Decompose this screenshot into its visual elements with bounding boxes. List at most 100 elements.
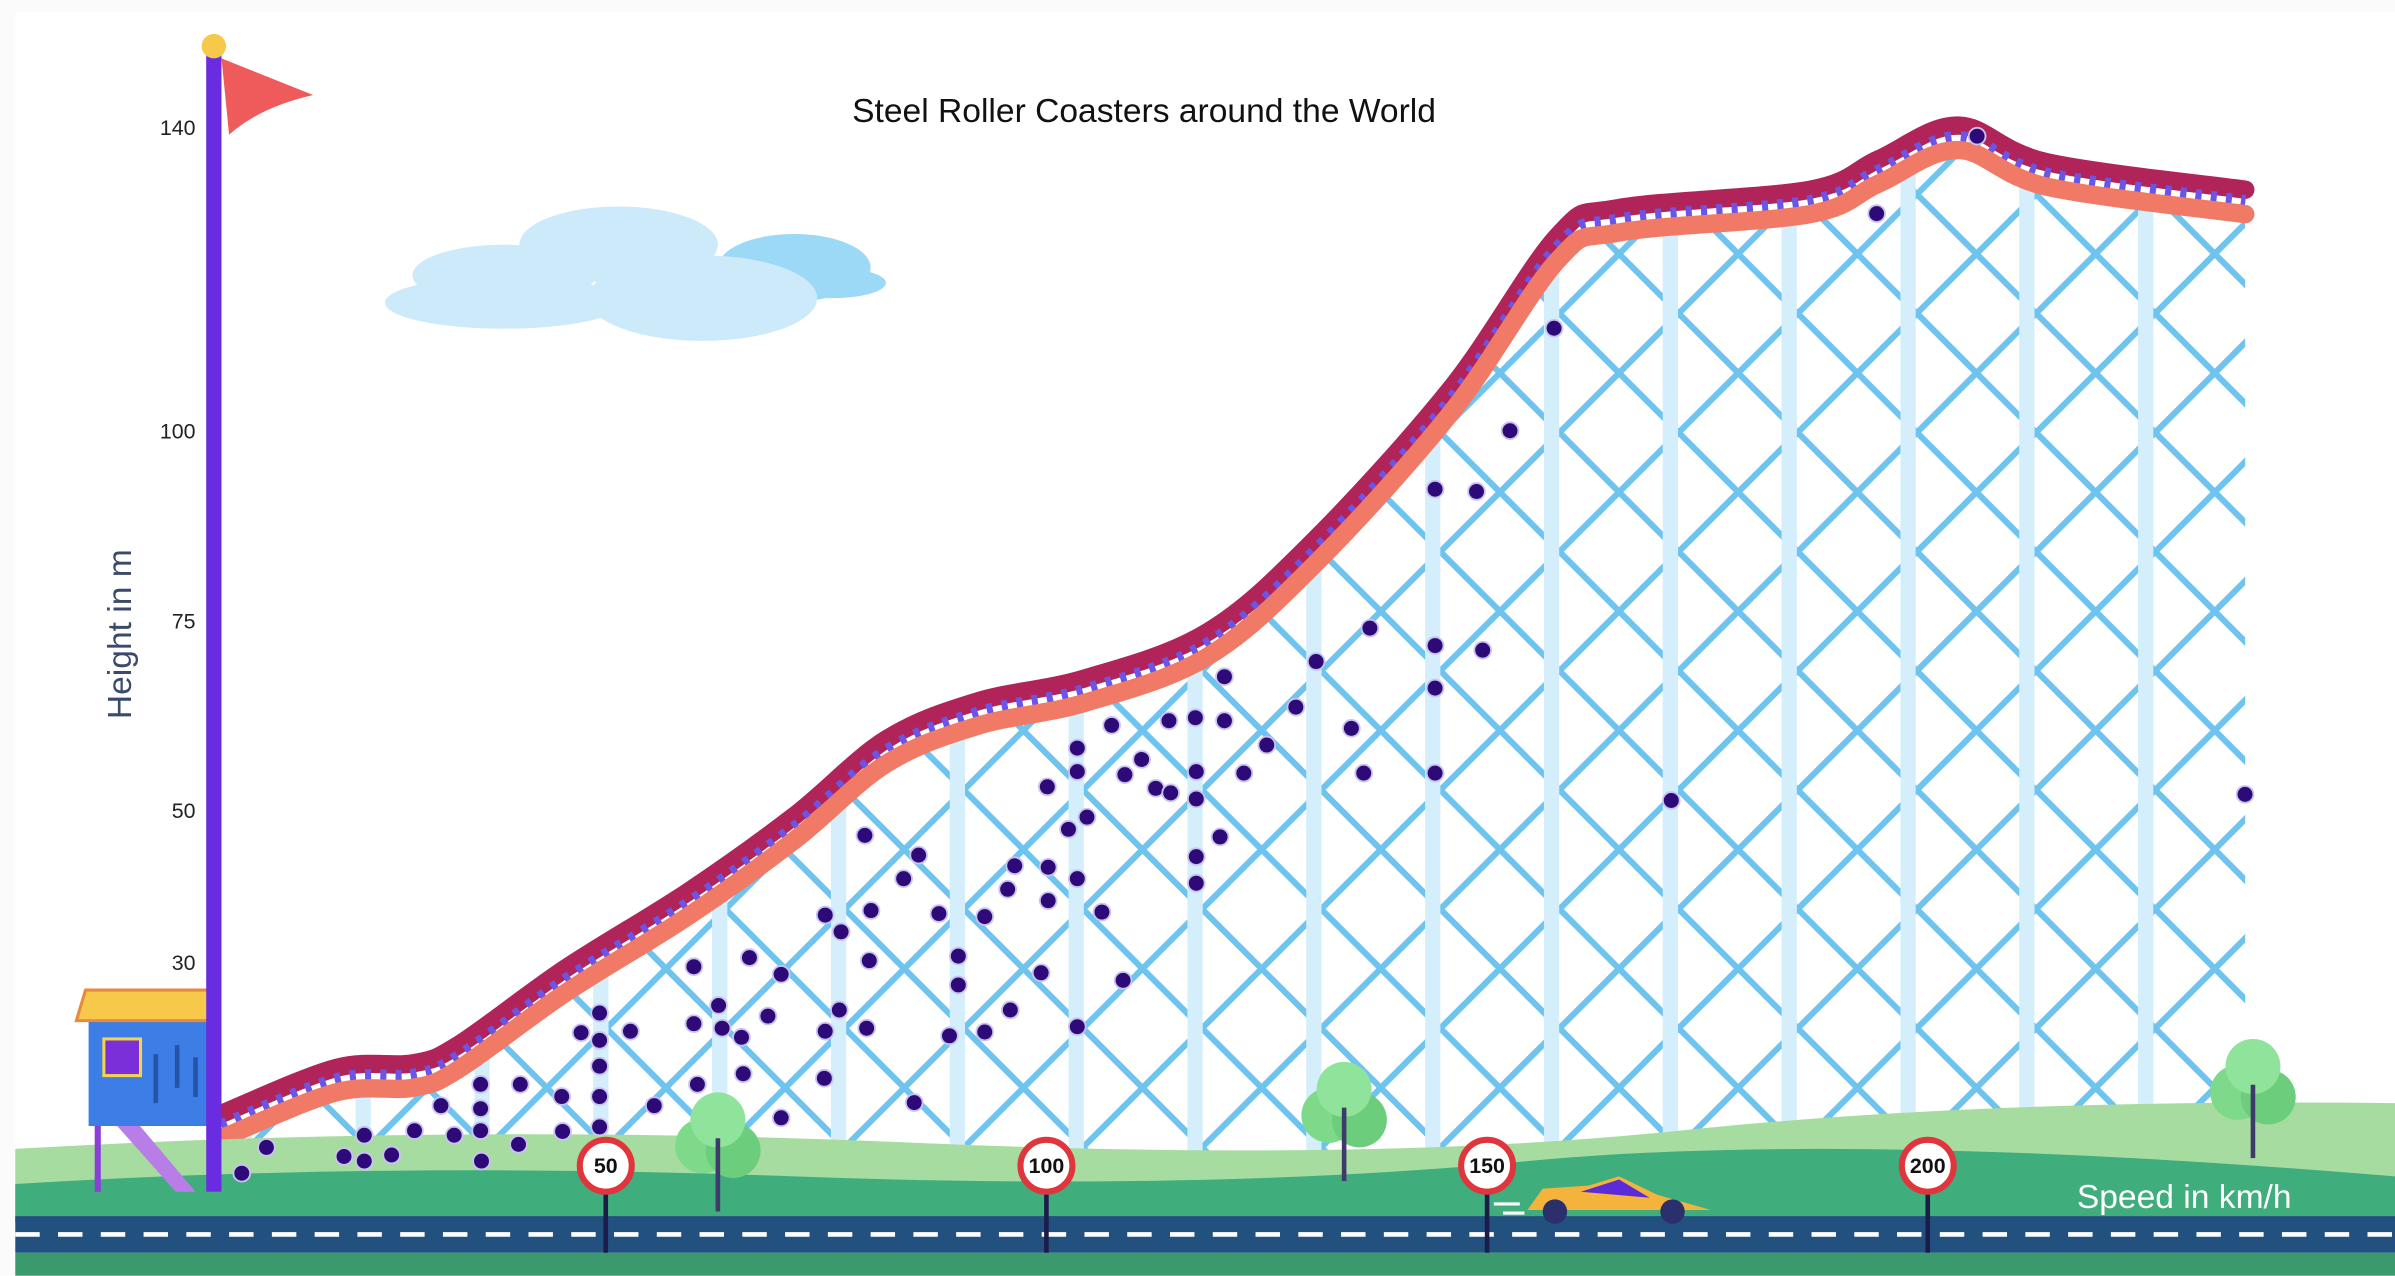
point (894, 869, 913, 888)
grass (15, 1148, 2395, 1223)
lattice-pillar (1543, 149, 1560, 1223)
point (2235, 785, 2255, 804)
point (1354, 763, 1374, 783)
point (354, 1125, 374, 1145)
point (1425, 636, 1445, 655)
point (257, 1138, 276, 1157)
point (929, 904, 949, 923)
point (1186, 708, 1205, 728)
point (1425, 763, 1445, 783)
point (733, 1064, 753, 1084)
track-rail-top (212, 116, 2255, 1123)
point (382, 1145, 401, 1165)
point (1159, 711, 1179, 731)
point (553, 1122, 572, 1141)
point (1037, 777, 1057, 797)
point (590, 1087, 609, 1106)
y-axis-title: Height in m (102, 549, 139, 719)
tree-crown (1316, 1061, 1372, 1117)
point (1867, 204, 1886, 223)
point (232, 1163, 252, 1183)
point (758, 1006, 778, 1026)
point (712, 1018, 732, 1038)
point (771, 964, 791, 984)
point (855, 826, 875, 845)
lattice-brace (1959, 149, 2246, 1223)
point (1067, 1017, 1087, 1037)
point (857, 1018, 876, 1038)
point (1544, 318, 1564, 338)
verge (15, 1252, 2395, 1276)
point (709, 996, 728, 1015)
tree-crown (2225, 1038, 2281, 1094)
point (1077, 807, 1097, 827)
track-ties (218, 130, 2247, 1133)
point (1360, 618, 1380, 638)
point (1342, 719, 1361, 738)
points (232, 126, 2255, 1183)
lattice-pillar (1900, 149, 1916, 1223)
point (1186, 847, 1206, 866)
race-car (1493, 1176, 1711, 1224)
point (1306, 652, 1326, 671)
point (859, 951, 879, 970)
x-tick-label: 200 (1910, 1154, 1946, 1178)
point (354, 1151, 374, 1171)
point (815, 1068, 834, 1088)
lattice-pillar (2019, 149, 2035, 1223)
lattice-pillar (1781, 149, 1797, 1223)
point (771, 1108, 791, 1128)
point (1005, 856, 1025, 876)
point (644, 1096, 664, 1115)
point (1210, 827, 1230, 847)
point (1186, 789, 1206, 809)
point (1102, 715, 1121, 735)
x-tick-label: 150 (1469, 1154, 1505, 1178)
x-tick-sign (1017, 1136, 1076, 1195)
point (590, 1117, 609, 1137)
track (212, 116, 2255, 1148)
lattice-brace (1839, 149, 2246, 1223)
x-tick-sign (576, 1136, 635, 1195)
point (831, 922, 851, 942)
point (904, 1093, 924, 1112)
y-tick-label: 75 (172, 609, 196, 633)
x-tick-label: 100 (1029, 1154, 1065, 1178)
point (471, 1121, 490, 1141)
point (1092, 902, 1112, 922)
chart-title: Steel Roller Coasters around the World (852, 93, 1436, 130)
point (1038, 891, 1058, 910)
point (948, 946, 968, 966)
point (1215, 711, 1234, 731)
point (571, 1023, 591, 1043)
point (334, 1147, 354, 1166)
point (472, 1151, 491, 1171)
point (590, 1031, 609, 1050)
point (1132, 750, 1151, 769)
point (1067, 738, 1087, 758)
point (909, 845, 928, 865)
point (688, 1075, 707, 1094)
x-tick-label: 50 (594, 1154, 618, 1178)
point (1257, 735, 1277, 755)
lattice-brace (1839, 149, 2246, 1223)
booth (74, 988, 216, 1192)
lattice-pillar (2138, 149, 2154, 1223)
point (684, 957, 704, 977)
point (590, 1056, 609, 1076)
point (829, 1000, 849, 1020)
flag (221, 58, 314, 135)
point (1234, 763, 1254, 783)
flag-pole (206, 49, 222, 1192)
point (998, 879, 1017, 899)
point (815, 1021, 835, 1041)
cloud (384, 206, 886, 341)
point (975, 907, 995, 926)
point (684, 1014, 704, 1033)
speed-signs: 50 100 150 200 (576, 1136, 1957, 1253)
y-tick-label: 30 (172, 951, 196, 975)
lattice-brace (1720, 149, 2246, 1223)
point (1425, 479, 1445, 499)
point (1425, 678, 1445, 698)
